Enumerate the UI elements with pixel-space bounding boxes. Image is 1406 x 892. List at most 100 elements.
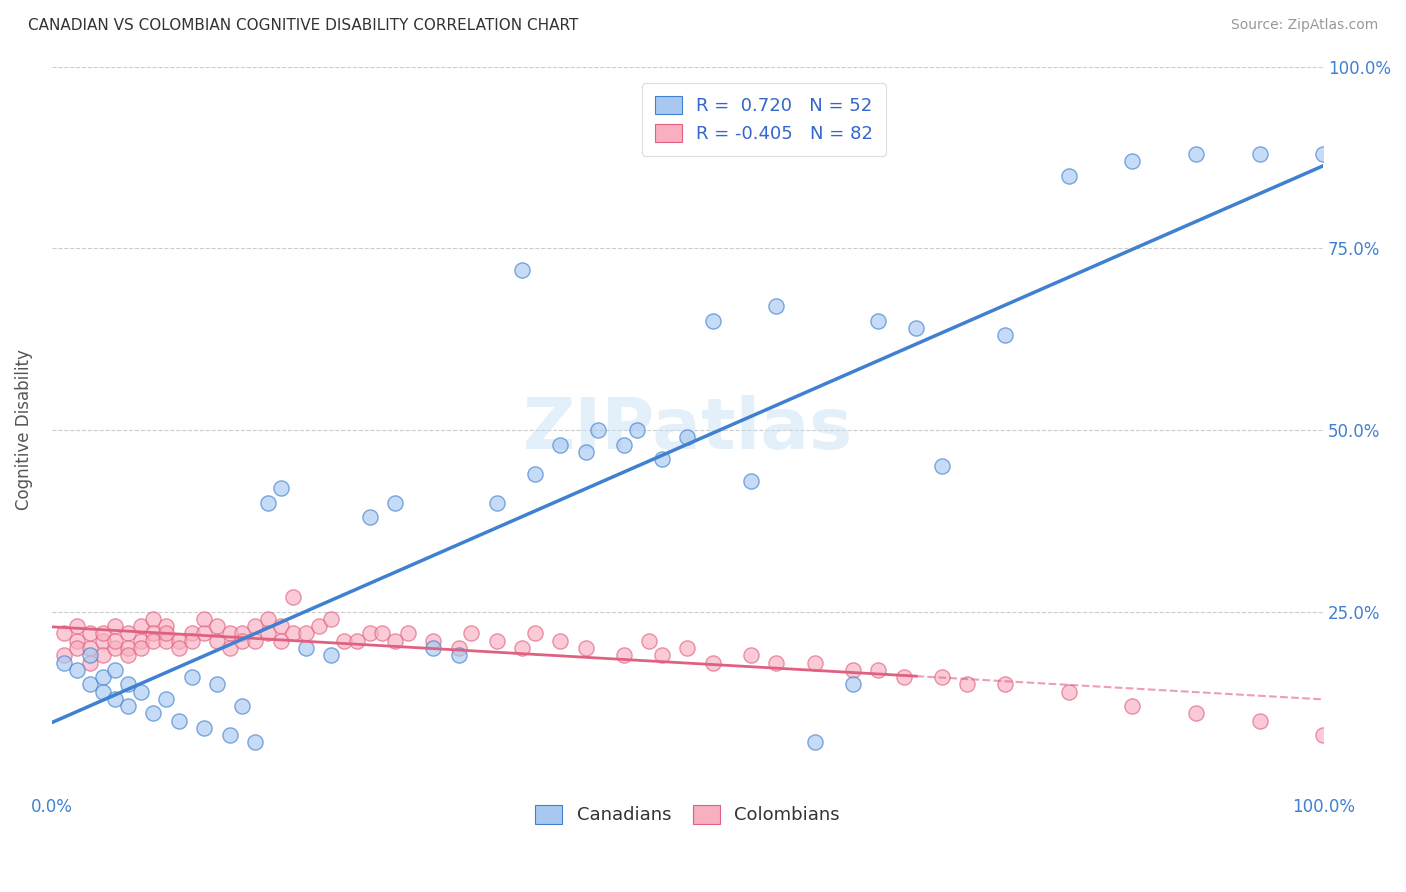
Point [841,663,863,677]
Point [613,437,636,451]
Point [104,640,127,655]
Point [994,677,1017,691]
Point [104,691,127,706]
Point [91,670,114,684]
Point [460,626,482,640]
Text: CANADIAN VS COLOMBIAN COGNITIVE DISABILITY CORRELATION CHART: CANADIAN VS COLOMBIAN COGNITIVE DISABILI… [28,18,578,33]
Point [129,640,152,655]
Point [66,619,89,633]
Point [321,648,343,663]
Point [155,691,177,706]
Point [803,735,825,749]
Point [1312,146,1334,161]
Point [79,626,101,640]
Point [205,619,228,633]
Point [231,699,253,714]
Point [626,423,648,437]
Point [308,619,330,633]
Point [550,633,572,648]
Point [447,648,470,663]
Point [523,626,546,640]
Point [193,626,215,640]
Point [231,633,253,648]
Point [218,640,240,655]
Point [638,633,661,648]
Point [167,640,190,655]
Point [257,626,280,640]
Point [283,626,305,640]
Point [1185,706,1208,721]
Point [155,619,177,633]
Point [905,321,928,335]
Point [359,510,381,524]
Point [180,670,202,684]
Legend: Canadians, Colombians: Canadians, Colombians [524,794,851,835]
Point [994,328,1017,343]
Point [1121,154,1143,169]
Point [104,633,127,648]
Point [270,633,292,648]
Point [193,612,215,626]
Point [283,590,305,604]
Point [129,633,152,648]
Point [53,648,76,663]
Point [155,633,177,648]
Point [1312,728,1334,742]
Point [180,633,202,648]
Point [396,626,419,640]
Point [931,670,953,684]
Point [1249,714,1271,728]
Point [868,314,890,328]
Point [575,444,598,458]
Point [1057,169,1080,183]
Point [117,677,139,691]
Point [422,633,444,648]
Point [91,648,114,663]
Text: ZIPatlas: ZIPatlas [523,395,852,465]
Point [79,677,101,691]
Point [117,626,139,640]
Point [346,633,368,648]
Point [384,496,406,510]
Point [321,612,343,626]
Point [371,626,394,640]
Point [257,612,280,626]
Point [66,633,89,648]
Point [740,474,762,488]
Point [1185,146,1208,161]
Point [243,735,266,749]
Point [91,684,114,698]
Point [129,684,152,698]
Point [295,640,318,655]
Text: Source: ZipAtlas.com: Source: ZipAtlas.com [1230,18,1378,32]
Point [485,496,508,510]
Point [243,633,266,648]
Point [1249,146,1271,161]
Point [868,663,890,677]
Point [117,699,139,714]
Point [79,648,101,663]
Point [651,452,673,467]
Point [702,314,724,328]
Point [167,633,190,648]
Point [180,626,202,640]
Point [510,263,533,277]
Point [142,612,165,626]
Point [142,706,165,721]
Point [243,619,266,633]
Point [588,423,610,437]
Point [91,626,114,640]
Point [523,467,546,481]
Point [231,626,253,640]
Point [485,633,508,648]
Point [142,633,165,648]
Point [1121,699,1143,714]
Point [104,663,127,677]
Point [510,640,533,655]
Point [575,640,598,655]
Point [167,714,190,728]
Point [956,677,979,691]
Point [651,648,673,663]
Point [79,656,101,670]
Point [702,656,724,670]
